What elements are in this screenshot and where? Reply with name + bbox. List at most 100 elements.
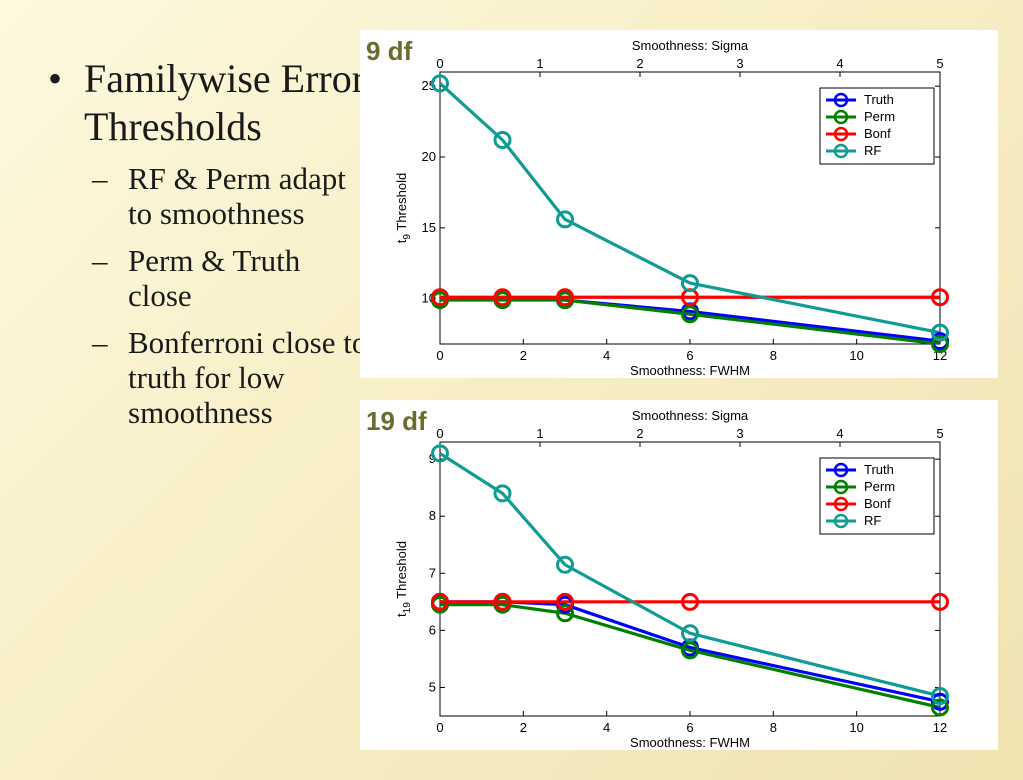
x-tick-label: 6	[686, 720, 693, 735]
data-point-truth	[931, 692, 949, 711]
x-tick-label: 2	[520, 720, 527, 735]
legend-marker	[833, 92, 849, 108]
legend-entry: Bonf	[864, 496, 891, 511]
x-tick-label: 6	[686, 348, 693, 363]
y-tick-label: 20	[422, 149, 436, 164]
x2-tick-label: 4	[836, 426, 843, 441]
data-point-rf	[931, 323, 949, 342]
series-line-perm	[440, 298, 940, 344]
data-point-perm	[681, 641, 699, 660]
chart-19df: 19 df 0 2 4 6 8 10 12 0 1 2 3 4 5 5 6 7 8 9 Smoothness: FW…	[360, 400, 998, 750]
y-tick-label: 15	[422, 220, 436, 235]
bullet-list: • Familywise Error Thresholds – RF & Per…	[48, 55, 368, 430]
data-point-bonf	[931, 288, 949, 307]
data-point-rf	[681, 624, 699, 643]
x2-tick-label: 3	[736, 56, 743, 71]
x2-tick-label: 4	[836, 56, 843, 71]
legend-entry: Truth	[864, 92, 894, 107]
data-point-perm	[931, 698, 949, 717]
sub-bullet-dash: –	[92, 243, 108, 278]
legend-entry: Truth	[864, 462, 894, 477]
data-point-rf	[681, 274, 699, 293]
data-point-rf	[556, 210, 574, 229]
legend-entry: RF	[864, 513, 881, 528]
x-tick-label: 4	[603, 348, 610, 363]
sub-bullet-list: – RF & Perm adapt to smoothness – Perm &…	[48, 161, 368, 430]
x2-tick-label: 5	[936, 56, 943, 71]
x2-tick-label: 0	[436, 56, 443, 71]
data-point-rf	[431, 444, 449, 463]
x-tick-label: 8	[770, 348, 777, 363]
legend-entry: Bonf	[864, 126, 891, 141]
data-point-perm	[681, 305, 699, 324]
legend-marker	[833, 513, 849, 529]
data-point-rf	[431, 74, 449, 93]
df-label: 19 df	[366, 406, 427, 436]
legend-entry: RF	[864, 143, 881, 158]
data-point-bonf	[931, 592, 949, 611]
sub-bullet-perm-truth: – Perm & Truth close	[48, 243, 368, 313]
x-tick-label: 0	[436, 720, 443, 735]
bullet-main: • Familywise Error Thresholds	[48, 55, 368, 151]
sub-bullet-text: Perm & Truth close	[128, 243, 301, 313]
x2-tick-label: 1	[536, 56, 543, 71]
data-point-bonf	[556, 288, 574, 307]
data-point-bonf	[431, 592, 449, 611]
series-line-rf	[440, 82, 940, 335]
x2-axis-label: Smoothness: Sigma	[632, 408, 749, 423]
sub-bullet-text: RF & Perm adapt to smoothness	[128, 161, 346, 231]
x-tick-label: 0	[436, 348, 443, 363]
x2-tick-label: 3	[736, 426, 743, 441]
x2-axis-label: Smoothness: Sigma	[632, 38, 749, 53]
x-tick-label: 2	[520, 348, 527, 363]
x2-tick-label: 0	[436, 426, 443, 441]
x2-tick-label: 2	[636, 56, 643, 71]
y-tick-label: 7	[429, 565, 436, 580]
data-point-bonf	[493, 592, 512, 611]
data-point-bonf	[556, 592, 574, 611]
x2-tick-label: 5	[936, 426, 943, 441]
df-label: 9 df	[366, 36, 413, 66]
y-tick-label: 5	[429, 679, 436, 694]
data-point-rf	[931, 687, 949, 706]
y-tick-label: 9	[429, 451, 436, 466]
data-point-rf	[493, 484, 512, 503]
x-tick-label: 4	[603, 720, 610, 735]
legend-marker	[833, 143, 849, 159]
x-axis-label: Smoothness: FWHM	[630, 363, 750, 378]
legend-entry: Perm	[864, 479, 895, 494]
y-axis-label: t19 Threshold	[394, 541, 413, 617]
data-point-rf	[493, 131, 512, 149]
y-tick-label: 8	[429, 508, 436, 523]
bullet-dot: •	[48, 56, 63, 101]
legend-marker	[833, 126, 849, 142]
chart-9df: 9 df 0 2 4 6 8 10 12 0 1 2 3 4 5 10 15 20 25 Smoothness: …	[360, 30, 998, 378]
sub-bullet-bonferroni: – Bonferroni close to truth for low smoo…	[48, 325, 368, 430]
x-tick-label: 8	[770, 720, 777, 735]
bullet-main-text: Familywise Error Thresholds	[84, 56, 366, 149]
y-tick-label: 6	[429, 622, 436, 637]
x-axis-label: Smoothness: FWHM	[630, 735, 750, 750]
data-point-bonf	[431, 288, 449, 307]
sub-bullet-dash: –	[92, 161, 108, 196]
x2-tick-label: 2	[636, 426, 643, 441]
series-line-rf	[440, 452, 940, 698]
data-point-bonf	[493, 288, 512, 307]
sub-bullet-text: Bonferroni close to truth for low smooth…	[128, 325, 368, 430]
x-tick-label: 10	[849, 348, 863, 363]
series-group	[440, 82, 940, 344]
legend-marker	[833, 496, 849, 512]
legend-marker	[833, 109, 849, 125]
sub-bullet-rf-perm: – RF & Perm adapt to smoothness	[48, 161, 368, 231]
data-point-perm	[556, 604, 574, 623]
x2-tick-label: 1	[536, 426, 543, 441]
data-point-rf	[556, 555, 574, 574]
legend-entry: Perm	[864, 109, 895, 124]
x-tick-label: 10	[849, 720, 863, 735]
x-tick-label: 12	[933, 720, 947, 735]
data-point-bonf	[681, 592, 699, 611]
y-axis-label: t9 Threshold	[394, 173, 413, 243]
legend-marker	[833, 479, 849, 495]
legend-marker	[833, 462, 849, 478]
